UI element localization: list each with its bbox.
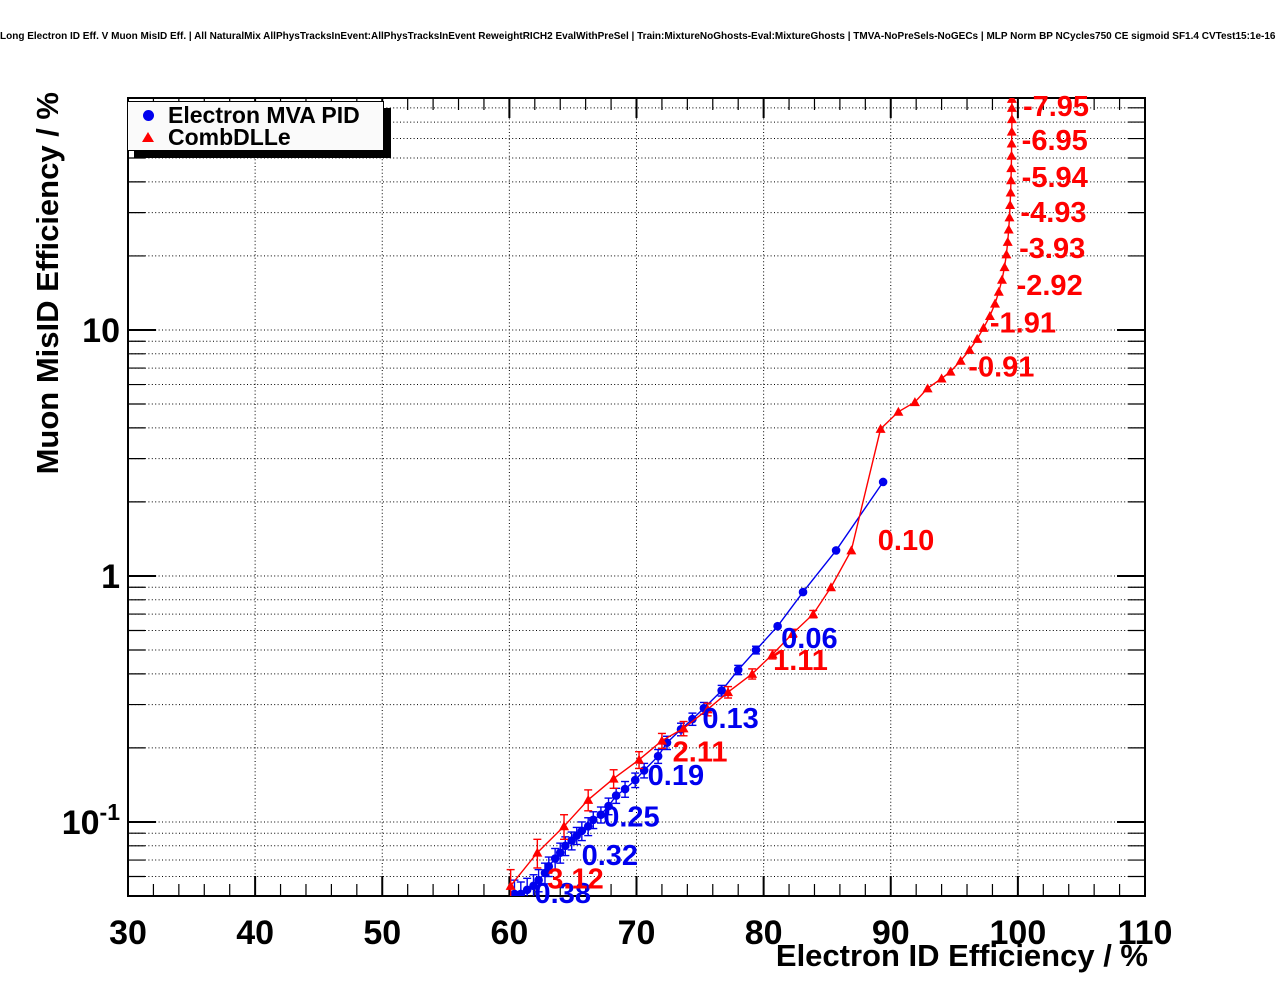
cut-value-label: 3.12: [547, 863, 603, 895]
y-tick-labels: 10 1 10-1: [62, 312, 120, 842]
x-tick-label: 110: [1118, 914, 1173, 952]
x-tick-label: 70: [618, 914, 656, 952]
cut-value-label: 0.13: [702, 703, 758, 735]
x-tick-label: 80: [745, 914, 783, 952]
y-tick-label: 10-1: [62, 799, 120, 842]
legend-marker-cell: [128, 109, 168, 121]
plot-title: Long Electron ID Eff. V Muon MisID Eff. …: [0, 31, 1276, 42]
x-tick-label: 60: [490, 914, 528, 952]
cut-value-label: -2.92: [1017, 270, 1083, 302]
legend-item-combdlle: CombDLLe: [128, 123, 383, 150]
cut-value-label: 2.11: [673, 737, 728, 769]
series-combdlle: [505, 98, 1017, 896]
cut-value-label: 0.19: [648, 760, 704, 792]
plot-frame: [127, 97, 1146, 897]
cut-value-label: 0.25: [603, 802, 659, 834]
cut-value-label: -4.93: [1020, 197, 1086, 229]
cut-value-label: 0.38: [535, 878, 591, 910]
y-axis-title: Muon MisID Efficiency / %: [30, 92, 65, 474]
cut-value-label: -7.95: [1023, 91, 1089, 123]
legend-marker-cell: [128, 132, 168, 142]
cut-value-label: -6.95: [1022, 125, 1088, 157]
x-tick-label: 100: [990, 914, 1047, 952]
x-tick-label: 50: [363, 914, 401, 952]
cut-value-label: -3.93: [1019, 233, 1085, 265]
red-triangle-marker-icon: [142, 132, 154, 142]
y-tick-label: 1: [101, 558, 120, 596]
series-electron-mva-pid: [510, 477, 888, 896]
legend: Electron MVA PID CombDLLe: [127, 101, 384, 151]
cut-value-label: 0.32: [582, 840, 638, 872]
cut-value-label: -1.91: [990, 308, 1056, 340]
chart-render-root: 0.38 0.32 0.25 0.19 0.13 0.06 3.12 2.11 1.11 0.10…: [62, 91, 1173, 952]
legend-item-electron-mva-pid: Electron MVA PID: [128, 101, 383, 128]
x-tick-label: 90: [872, 914, 910, 952]
cut-value-label: -5.94: [1022, 162, 1088, 194]
legend-label-combdlle: CombDLLe: [168, 123, 291, 150]
x-axis-title: Electron ID Efficiency / %: [776, 938, 1148, 973]
annotations-electron-mva-pid: 0.38 0.32 0.25 0.19 0.13 0.06: [535, 623, 838, 910]
y-tick-label: 10: [82, 312, 120, 350]
axis-ticks: [127, 98, 1146, 896]
legend-label-electron-mva-pid: Electron MVA PID: [168, 101, 360, 128]
x-tick-labels: 30 40 50 60 70 80 90 100 110: [109, 914, 1172, 952]
blue-circle-marker-icon: [142, 109, 154, 121]
x-tick-label: 30: [109, 914, 147, 952]
annotations-combdlle: 3.12 2.11 1.11 0.10 -0.91 -1.91 -2.92 -3.93 -4.9…: [547, 91, 1089, 895]
gridlines: [128, 98, 1145, 896]
cut-value-label: 0.06: [781, 623, 837, 655]
cut-value-label: 0.10: [878, 525, 934, 557]
cut-value-label: 1.11: [773, 645, 828, 677]
cut-value-label: -0.91: [968, 352, 1034, 384]
x-tick-label: 40: [236, 914, 274, 952]
